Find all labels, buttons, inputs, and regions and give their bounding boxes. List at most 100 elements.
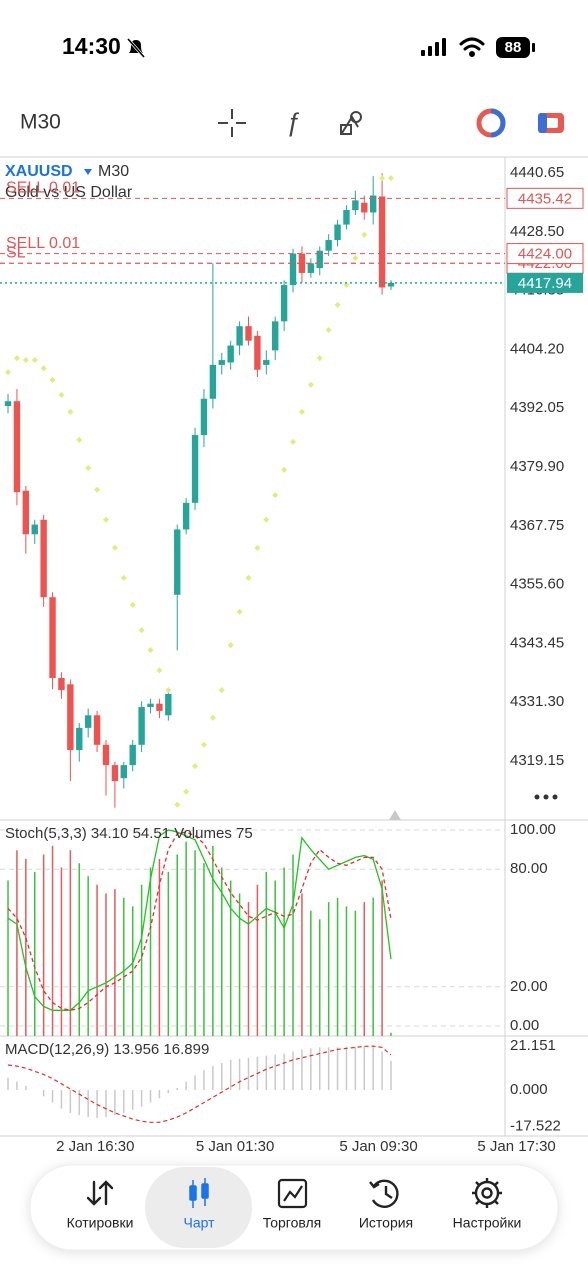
candle-body xyxy=(227,345,234,363)
candle-body xyxy=(289,253,297,286)
tab-label[interactable]: Котировки xyxy=(67,1215,134,1231)
symbol-dropdown xyxy=(84,169,92,175)
active-tab-bg xyxy=(145,1167,252,1248)
y-tick-label: 21.151 xyxy=(510,1037,556,1054)
x-tick-label: 5 Jan 09:30 xyxy=(339,1138,417,1155)
account-icon[interactable] xyxy=(538,113,564,133)
candle-body xyxy=(174,529,181,595)
chart-icon[interactable] xyxy=(189,1178,209,1208)
sar-dot xyxy=(236,608,243,615)
sar-dot xyxy=(67,408,74,415)
candle-body xyxy=(263,360,270,365)
quotes-icon[interactable] xyxy=(86,1180,114,1206)
sar-dot xyxy=(254,544,261,551)
candle-body xyxy=(245,326,252,341)
candle-body xyxy=(236,326,243,346)
candle-body xyxy=(58,678,65,691)
y-tick-label: 4319.15 xyxy=(510,752,564,769)
trade-tab-icon[interactable] xyxy=(277,1178,308,1209)
sar-dot xyxy=(76,436,83,443)
sar-dot xyxy=(156,667,163,674)
sar-dot xyxy=(129,601,136,608)
sar-dot xyxy=(111,544,118,551)
battery-icon xyxy=(496,37,535,58)
y-tick-label: 4428.50 xyxy=(510,223,564,240)
candle-body xyxy=(22,490,30,535)
sar-dot xyxy=(209,714,216,721)
x-tick-label: 5 Jan 01:30 xyxy=(196,1138,274,1155)
candle-body xyxy=(4,401,12,407)
price-tag-label: 4424.00 xyxy=(518,246,572,263)
candle-body xyxy=(272,321,279,351)
y-tick-label: 4392.05 xyxy=(510,399,564,416)
y-tick-label: 0.000 xyxy=(510,1081,548,1098)
battery-level: 88 xyxy=(505,39,522,56)
sar-dot xyxy=(379,175,386,182)
panel-frame xyxy=(0,156,588,1137)
candle-body xyxy=(307,263,315,273)
candle-body xyxy=(138,707,145,745)
candle-body xyxy=(334,224,341,241)
sar-dot xyxy=(352,254,359,261)
sar-dot xyxy=(387,175,394,182)
plot-area: 4440.654428.504416.354404.204392.054379.… xyxy=(0,163,584,1155)
wifi-icon xyxy=(459,37,485,57)
y-tick-label: 4331.30 xyxy=(510,693,564,710)
order-label: SELL 0.01 xyxy=(6,180,80,197)
crosshair-button[interactable] xyxy=(218,109,246,137)
candle-body xyxy=(325,240,332,251)
indicators-button[interactable]: ƒ xyxy=(286,107,300,137)
timeframe-button[interactable]: M30 xyxy=(20,111,61,134)
sar-dot xyxy=(200,741,207,748)
sar-dot xyxy=(325,327,332,334)
tab-label[interactable]: Торговля xyxy=(263,1215,321,1231)
sar-dot xyxy=(5,369,12,376)
objects-button[interactable] xyxy=(340,111,362,135)
sar-dot xyxy=(316,355,323,362)
candle-body xyxy=(280,285,288,322)
tab-label[interactable]: История xyxy=(359,1215,413,1231)
last-price-tag xyxy=(507,272,583,293)
candle-body xyxy=(31,524,38,535)
sar-dot xyxy=(40,365,47,372)
sar-dot xyxy=(138,627,145,634)
tab-label[interactable]: Чарт xyxy=(183,1215,215,1231)
sar-dot xyxy=(307,381,314,388)
sar-dot xyxy=(272,492,279,499)
candle-body xyxy=(378,196,386,288)
signal-icon xyxy=(421,38,446,56)
description: Gold vs US Dollar xyxy=(5,184,133,201)
x-tick-label: 5 Jan 17:30 xyxy=(477,1138,555,1155)
tab-label[interactable]: Настройки xyxy=(453,1215,522,1231)
scroll-marker xyxy=(389,810,401,820)
candle-body xyxy=(76,727,83,751)
more-button[interactable] xyxy=(534,794,558,800)
sar-dot xyxy=(218,687,225,694)
sar-dot xyxy=(120,574,127,581)
candle-body xyxy=(254,335,261,370)
timeframe: M30 xyxy=(98,163,129,180)
y-tick-label: 4404.20 xyxy=(510,340,564,357)
candle-body xyxy=(84,715,92,728)
sar-dot xyxy=(245,574,252,581)
sar-dot xyxy=(31,357,38,364)
candle-body xyxy=(102,744,110,766)
candle-body xyxy=(352,200,359,211)
sar-dot xyxy=(298,408,305,415)
sar-dot xyxy=(13,355,20,362)
settings-icon[interactable] xyxy=(472,1178,502,1208)
sar-dot xyxy=(22,357,29,364)
sar-dot xyxy=(227,642,234,649)
history-icon[interactable] xyxy=(369,1179,399,1208)
candle-body xyxy=(147,703,154,708)
y-tick-label: 80.00 xyxy=(510,860,548,877)
sar-dot xyxy=(102,516,109,523)
candle-body xyxy=(156,703,163,711)
trade-icon[interactable] xyxy=(476,108,506,138)
sar-dot xyxy=(192,763,199,770)
sar-dot xyxy=(147,646,154,653)
price-tag-label: 4435.42 xyxy=(518,190,572,207)
order-label: SL xyxy=(6,244,26,261)
candle-body xyxy=(218,360,225,365)
